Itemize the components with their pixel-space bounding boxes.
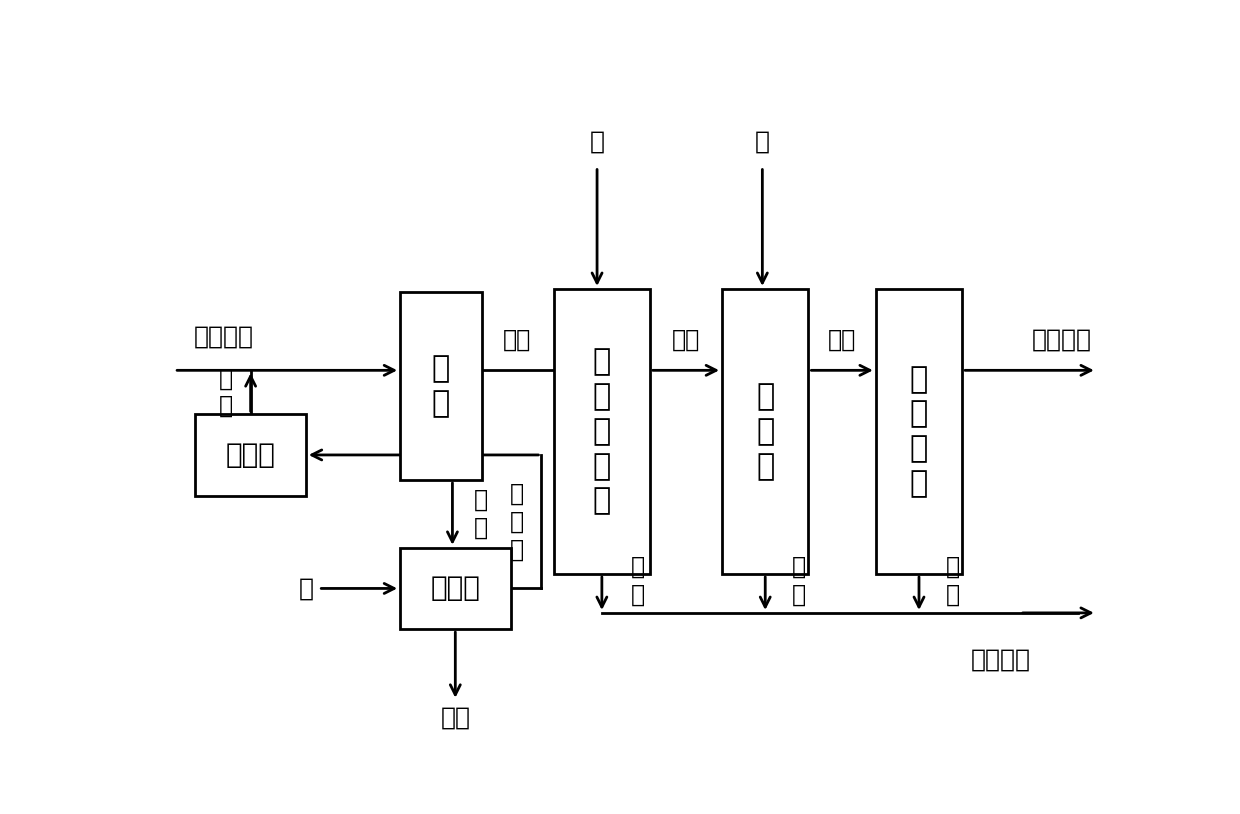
Text: 高浓废水: 高浓废水 [193,325,253,348]
Text: 纳
滤: 纳 滤 [432,354,450,418]
FancyBboxPatch shape [875,289,962,574]
FancyBboxPatch shape [401,548,511,629]
Text: 产
水: 产 水 [631,555,645,606]
FancyBboxPatch shape [554,289,650,574]
Text: 盐: 盐 [299,576,314,601]
Text: 结晶盐类: 结晶盐类 [1032,327,1092,352]
FancyBboxPatch shape [722,289,808,574]
Text: 产水: 产水 [503,327,531,352]
Text: 活性炭: 活性炭 [226,441,275,469]
Text: 钙渣: 钙渣 [440,706,470,729]
Text: 沉淀池: 沉淀池 [430,575,480,602]
Text: 高
效
反
渗
透: 高 效 反 渗 透 [593,348,611,515]
Text: 浓水: 浓水 [672,327,701,352]
Text: 产
水: 产 水 [946,555,960,606]
FancyBboxPatch shape [401,292,481,480]
Text: 碱: 碱 [589,130,605,154]
Text: 产
水: 产 水 [792,555,806,606]
Text: 蒸
发
结
晶: 蒸 发 结 晶 [910,365,928,498]
Text: 膜
蒸
馏: 膜 蒸 馏 [756,383,774,481]
Text: 浓水: 浓水 [828,327,857,352]
FancyBboxPatch shape [196,414,306,496]
Text: 浓
水: 浓 水 [474,488,487,540]
Text: 产
水: 产 水 [219,366,233,418]
Text: 产水回用: 产水回用 [971,647,1030,672]
Text: 酸: 酸 [755,130,770,154]
Text: 上
清
液: 上 清 液 [510,482,525,562]
